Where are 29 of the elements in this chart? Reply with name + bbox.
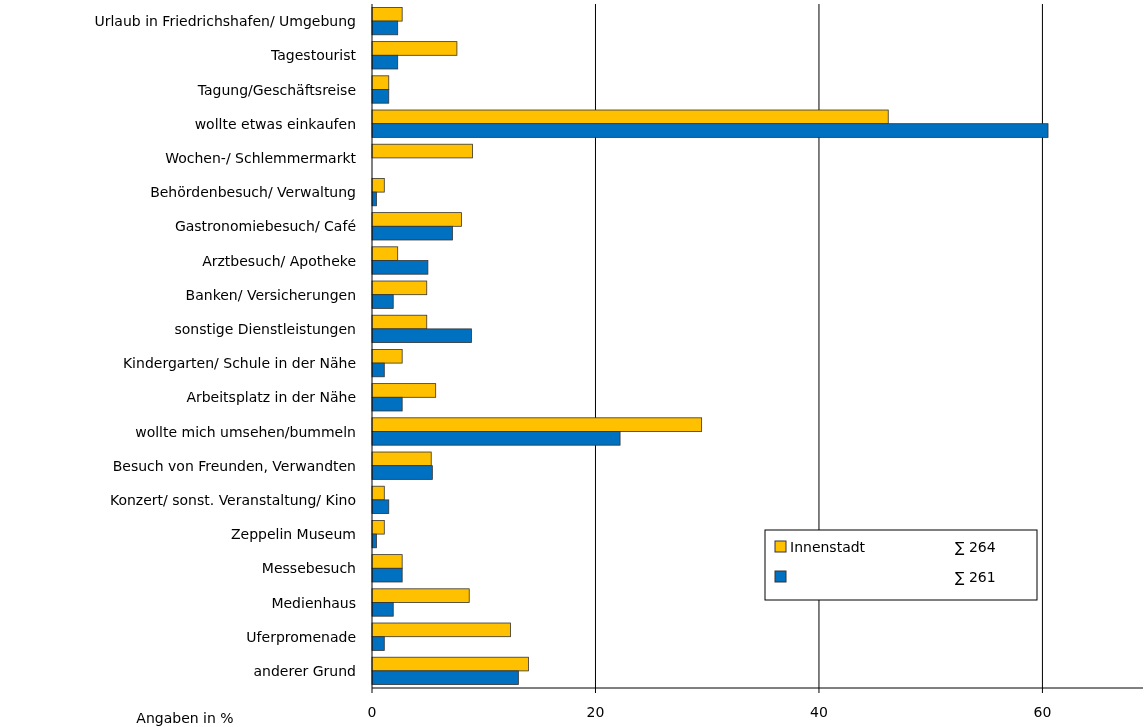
annotation: ∑ 264	[955, 539, 996, 555]
y-tick-label: Arztbesuch/ Apotheke	[202, 252, 356, 269]
y-tick-label: Messebesuch	[261, 560, 356, 577]
y-tick-label: anderer Grund	[253, 662, 356, 679]
x-tick-label: 20	[586, 704, 605, 720]
x-tick-label: 60	[1033, 704, 1052, 720]
y-tick-label: Kindergarten/ Schule in der Nähe	[122, 355, 356, 372]
y-tick-label: Arbeitsplatz in der Nähe	[186, 389, 356, 406]
y-tick-label: Behördenbesuch/ Verwaltung	[150, 184, 356, 201]
x-tick-label: 40	[810, 704, 828, 720]
y-tick-label: wollte mich umsehen/bummeln	[135, 423, 356, 440]
y-tick-label: Tagestourist	[270, 47, 357, 64]
x-axis-title: Angaben in %	[136, 710, 234, 726]
bar	[371, 143, 473, 159]
y-tick-label: Tagung/Geschäftsreise	[196, 81, 356, 98]
y-tick-label: Urlaub in Friedrichshafen/ Umgebung	[94, 13, 356, 30]
legend-label: Innenstadt	[790, 539, 866, 555]
y-tick-label: Zeppelin Museum	[230, 526, 356, 543]
y-tick-label: Medienhaus	[271, 594, 356, 611]
y-tick-label: Gastronomiebesuch/ Café	[174, 218, 356, 235]
annotation: ∑ 261	[955, 569, 996, 585]
y-tick-label: sonstige Dienstleistungen	[174, 320, 356, 337]
x-tick-label: 0	[367, 704, 377, 720]
y-tick-label: Konzert/ sonst. Veranstaltung/ Kino	[109, 491, 356, 508]
y-tick-label: Uferpromenade	[246, 628, 356, 645]
y-tick-label: Besuch von Freunden, Verwandten	[112, 457, 356, 474]
y-tick-label: Wochen-/ Schlemmermarkt	[165, 149, 357, 166]
y-tick-label: Banken/ Versicherungen	[185, 286, 356, 303]
y-tick-label: wollte etwas einkaufen	[194, 115, 356, 132]
